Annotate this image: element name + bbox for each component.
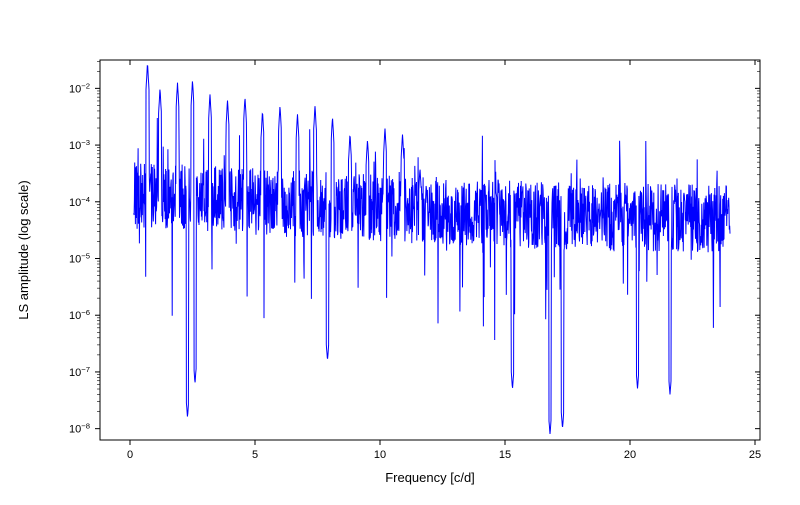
spectrum-line: [134, 66, 730, 434]
x-tick-label: 5: [252, 449, 258, 461]
y-axis-label: LS amplitude (log scale): [16, 180, 31, 319]
periodogram-svg: 0 5 10 15 20 25 10−8 10−7 10−6 10−5 10−4 10−3 10−2 Fr…: [0, 0, 800, 500]
y-tick-label: 10−6: [69, 308, 90, 323]
y-tick-label: 10−8: [69, 421, 90, 436]
x-tick-label: 25: [749, 449, 761, 461]
y-tick-label: 10−5: [69, 251, 90, 266]
x-tick-label: 15: [499, 449, 511, 461]
y-tick-label: 10−2: [69, 81, 90, 96]
y-tick-label: 10−4: [69, 194, 91, 209]
plot-frame: [100, 60, 760, 440]
x-axis-label: Frequency [c/d]: [385, 470, 475, 485]
x-tick-label: 0: [127, 449, 133, 461]
y-tick-label: 10−3: [69, 138, 90, 153]
x-tick-label: 20: [624, 449, 636, 461]
x-tick-label: 10: [374, 449, 386, 461]
y-tick-label: 10−7: [69, 364, 90, 379]
chart-container: 0 5 10 15 20 25 10−8 10−7 10−6 10−5 10−4 10−3 10−2 Fr…: [0, 0, 800, 500]
